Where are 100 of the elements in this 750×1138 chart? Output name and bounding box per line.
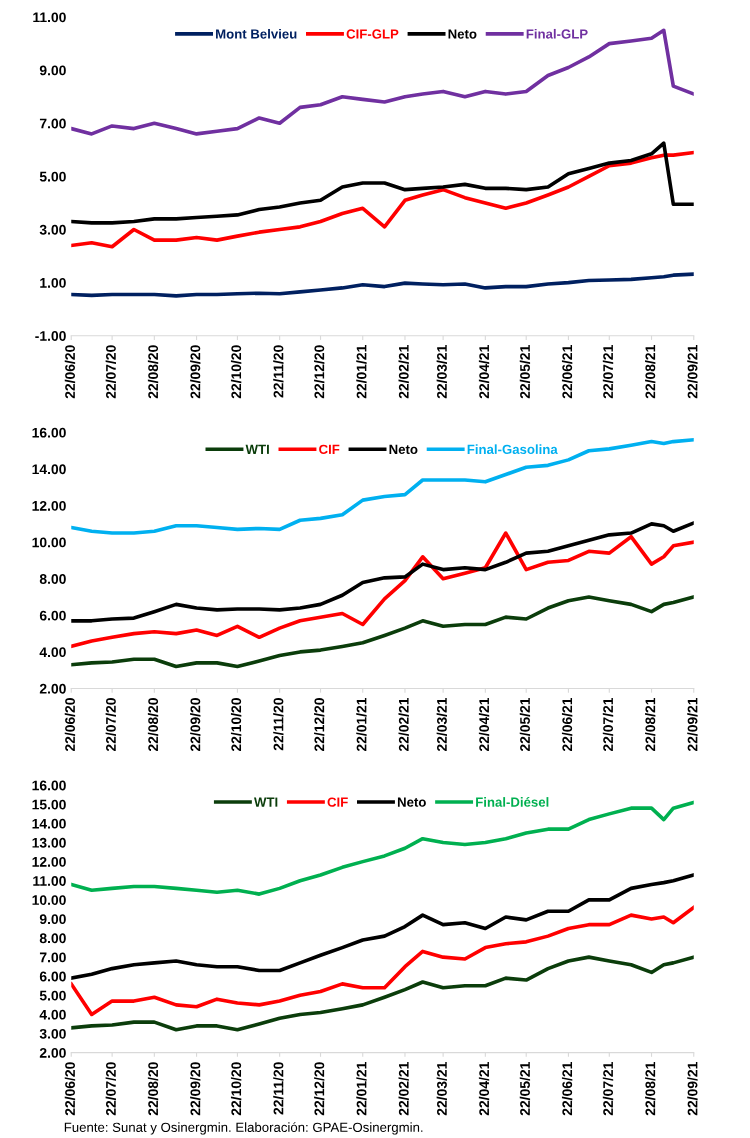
x-tick-label: 22/05/21 [519, 697, 531, 752]
y-tick-label: 15.00 [32, 799, 66, 810]
y-tick-label: 8.00 [39, 574, 66, 584]
legend-label: WTI [245, 444, 269, 454]
x-tick-label: 22/12/20 [314, 1062, 325, 1116]
x-tick-label: 22/12/20 [314, 345, 325, 399]
x-tick-label: 22/10/20 [230, 1062, 242, 1116]
x-tick-label: 22/03/21 [436, 1062, 447, 1116]
legend-label: Neto [448, 29, 477, 39]
y-tick-label: 10.00 [32, 537, 66, 548]
x-tick-label: 22/07/20 [105, 345, 116, 399]
legend-label: CIF [319, 444, 340, 455]
x-tick-label: 22/09/20 [190, 1062, 201, 1116]
x-tick-label: 22/03/21 [436, 345, 447, 399]
line-series [71, 28, 694, 136]
legend-label: Neto [397, 797, 426, 807]
x-tick-label: 22/02/21 [398, 697, 409, 752]
x-tick-label: 22/06/20 [64, 698, 76, 752]
x-tick-label: 22/07/21 [602, 1062, 614, 1116]
y-tick-label: 7.00 [39, 952, 66, 963]
y-tick-label: 16.00 [32, 427, 66, 438]
y-tick-label: 12.00 [32, 500, 66, 511]
x-tick-label: 22/09/20 [190, 698, 201, 752]
y-tick-label: -1.00 [35, 331, 66, 341]
y-tick-label: 3.00 [39, 1028, 66, 1039]
x-tick-label: 22/09/21 [687, 697, 698, 752]
x-tick-label: 22/08/21 [645, 1062, 656, 1116]
x-tick-label: 22/01/21 [356, 697, 367, 752]
line-series [71, 150, 694, 249]
x-tick-label: 22/09/21 [687, 1062, 698, 1116]
legend-label: Neto [389, 444, 418, 455]
x-tick-label: 22/08/20 [147, 1062, 159, 1116]
x-tick-label: 22/07/21 [602, 345, 614, 399]
x-tick-label: 22/04/21 [478, 345, 490, 399]
x-tick-label: 22/08/21 [645, 345, 656, 399]
line-series [71, 272, 694, 298]
y-tick-label: 9.00 [39, 65, 66, 76]
x-tick-label: 22/06/21 [561, 345, 573, 399]
legend-label: Mont Belvieu [216, 28, 297, 39]
x-tick-label: 22/04/21 [478, 697, 490, 752]
x-tick-label: 22/12/20 [314, 698, 325, 752]
y-tick-label: 4.00 [39, 647, 66, 658]
y-tick-label: 4.00 [39, 1009, 66, 1020]
x-tick-label: 22/01/21 [356, 345, 367, 399]
x-tick-label: 22/08/21 [645, 697, 656, 752]
y-tick-label: 1.00 [40, 277, 66, 288]
line-series [71, 437, 694, 535]
line-series [71, 531, 694, 649]
y-tick-label: 8.00 [39, 933, 66, 944]
line-series [71, 873, 694, 980]
y-tick-label: 7.00 [39, 118, 66, 129]
legend-label: Final-Gasolina [467, 444, 558, 455]
x-tick-label: 22/02/21 [398, 1062, 409, 1116]
x-tick-label: 22/06/20 [64, 345, 76, 399]
x-tick-label: 22/05/21 [519, 345, 531, 399]
y-tick-label: 10.00 [32, 895, 66, 905]
x-tick-label: 22/07/21 [602, 697, 614, 752]
y-tick-label: 2.00 [39, 683, 66, 694]
x-tick-label: 22/06/21 [561, 1062, 573, 1116]
y-tick-label: 11.00 [33, 12, 66, 23]
x-tick-label: 22/04/21 [478, 1062, 490, 1116]
y-tick-label: 6.00 [39, 610, 66, 621]
x-tick-label: 22/07/20 [105, 698, 116, 752]
x-tick-label: 22/11/20 [273, 698, 284, 751]
x-tick-label: 22/03/21 [436, 697, 447, 752]
x-tick-label: 22/11/20 [273, 345, 284, 398]
x-tick-label: 22/09/20 [190, 345, 201, 399]
x-tick-label: 22/02/21 [398, 345, 409, 399]
x-tick-label: 22/07/20 [105, 1062, 116, 1116]
legend-label: Final-Diésel [476, 796, 549, 807]
x-tick-label: 22/10/20 [230, 345, 242, 399]
y-tick-label: 2.00 [39, 1047, 66, 1058]
source-note: Fuente: Sunat y Osinergmin. Elaboración: GPAE-Osinergmin. [64, 1122, 423, 1135]
y-tick-label: 11.00 [33, 876, 66, 886]
x-tick-label: 22/06/20 [64, 1062, 76, 1116]
x-tick-label: 22/10/20 [230, 698, 242, 752]
legend-label: Final-GLP [526, 28, 588, 39]
line-series [71, 521, 694, 623]
line-series [71, 595, 694, 669]
y-tick-label: 5.00 [39, 990, 66, 1001]
y-tick-label: 14.00 [32, 464, 66, 475]
y-tick-label: 5.00 [39, 171, 66, 182]
line-series [71, 905, 694, 1017]
legend-label: WTI [254, 797, 278, 807]
y-tick-label: 16.00 [32, 780, 66, 791]
legend-label: CIF [327, 797, 348, 807]
x-tick-label: 22/05/21 [519, 1062, 531, 1116]
x-tick-label: 22/01/21 [356, 1062, 367, 1116]
legend-label: CIF-GLP [346, 29, 399, 39]
line-series [71, 955, 694, 1032]
y-tick-label: 13.00 [32, 837, 66, 848]
y-tick-label: 12.00 [32, 856, 66, 867]
x-tick-label: 22/11/20 [273, 1062, 284, 1115]
x-tick-label: 22/08/20 [147, 345, 159, 399]
x-tick-label: 22/08/20 [147, 698, 159, 752]
line-series [71, 141, 694, 225]
y-tick-label: 3.00 [39, 224, 66, 235]
x-tick-label: 22/09/21 [687, 345, 698, 399]
y-tick-label: 6.00 [39, 971, 66, 982]
x-tick-label: 22/06/21 [561, 697, 573, 752]
